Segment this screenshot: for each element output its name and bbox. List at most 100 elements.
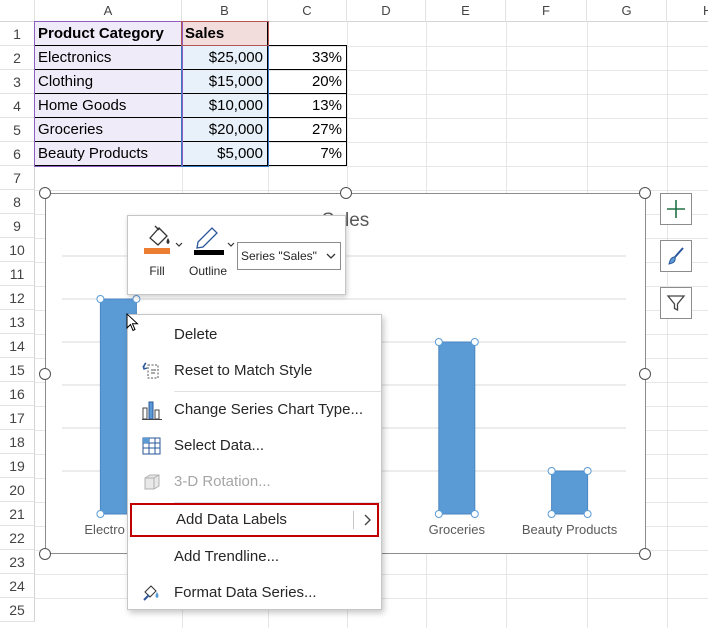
column-header-g[interactable]: G bbox=[587, 0, 667, 22]
cell-percent[interactable]: 7% bbox=[267, 141, 347, 166]
chart-type-icon bbox=[142, 401, 162, 420]
column-header-d[interactable]: D bbox=[347, 0, 426, 22]
menu-item-label: Add Trendline... bbox=[174, 548, 280, 565]
menu-item-delete[interactable]: Delete bbox=[128, 317, 381, 353]
row-header[interactable]: 5 bbox=[0, 118, 35, 142]
row-header[interactable]: 25 bbox=[0, 598, 35, 622]
submenu-divider bbox=[353, 511, 354, 529]
chart-bar-beauty-products[interactable] bbox=[551, 470, 589, 515]
gridline bbox=[35, 190, 708, 191]
cell-percent[interactable]: 27% bbox=[267, 117, 347, 142]
format-series-icon bbox=[143, 585, 159, 601]
menu-item-select-data[interactable]: Select Data... bbox=[128, 428, 381, 464]
menu-item-add-data-labels[interactable]: Add Data Labels bbox=[130, 503, 379, 537]
chart-bar-groceries[interactable] bbox=[438, 341, 476, 515]
bar-selection-handle[interactable] bbox=[96, 510, 105, 518]
cell-sales[interactable]: $25,000 bbox=[181, 45, 268, 70]
chart-elements-button[interactable] bbox=[660, 193, 692, 225]
cell-percent[interactable]: 33% bbox=[267, 45, 347, 70]
row-header[interactable]: 12 bbox=[0, 286, 35, 310]
fill-bucket-icon bbox=[144, 225, 183, 254]
cell-sales[interactable]: $15,000 bbox=[181, 69, 268, 94]
cell-percent[interactable]: 20% bbox=[267, 69, 347, 94]
bar-selection-handle[interactable] bbox=[470, 338, 479, 346]
row-header[interactable]: 19 bbox=[0, 454, 35, 478]
row-header[interactable]: 16 bbox=[0, 382, 35, 406]
gridline bbox=[35, 118, 708, 119]
row-header[interactable]: 23 bbox=[0, 550, 35, 574]
gridline bbox=[667, 22, 668, 628]
x-axis-tick-label: Beauty Products bbox=[522, 522, 618, 537]
bar-selection-handle[interactable] bbox=[583, 510, 592, 518]
menu-item-3d-rotation: 3-D Rotation... bbox=[128, 464, 381, 500]
bar-selection-handle[interactable] bbox=[434, 338, 443, 346]
bar-selection-handle[interactable] bbox=[434, 510, 443, 518]
row-header[interactable]: 6 bbox=[0, 142, 35, 166]
menu-item-label: Select Data... bbox=[174, 437, 265, 454]
resize-handle[interactable] bbox=[39, 187, 51, 199]
row-header[interactable]: 20 bbox=[0, 478, 35, 502]
row-header[interactable]: 10 bbox=[0, 238, 35, 262]
row-header[interactable]: 18 bbox=[0, 430, 35, 454]
fill-button[interactable] bbox=[142, 222, 184, 262]
bar-selection-handle[interactable] bbox=[547, 467, 556, 475]
column-header-c[interactable]: C bbox=[268, 0, 347, 22]
menu-item-add-trendline[interactable]: Add Trendline... bbox=[128, 539, 381, 575]
cell-category[interactable]: Beauty Products bbox=[34, 141, 182, 166]
row-header[interactable]: 11 bbox=[0, 262, 35, 286]
row-header[interactable]: 14 bbox=[0, 334, 35, 358]
context-menu: Delete Reset to Match Style Change Serie… bbox=[127, 314, 382, 610]
column-header-f[interactable]: F bbox=[506, 0, 587, 22]
chevron-right-icon bbox=[364, 514, 371, 526]
column-header-e[interactable]: E bbox=[426, 0, 506, 22]
resize-handle[interactable] bbox=[340, 187, 352, 199]
column-header-a[interactable]: A bbox=[35, 0, 182, 22]
select-all-corner[interactable] bbox=[0, 0, 35, 22]
row-header[interactable]: 8 bbox=[0, 190, 35, 214]
bar-selection-handle[interactable] bbox=[132, 295, 141, 303]
range-highlight-values bbox=[181, 45, 269, 167]
resize-handle[interactable] bbox=[639, 548, 651, 560]
row-header[interactable]: 22 bbox=[0, 526, 35, 550]
chart-filters-button[interactable] bbox=[660, 287, 692, 319]
resize-handle[interactable] bbox=[639, 187, 651, 199]
series-select-dropdown[interactable]: Series "Sales" bbox=[237, 242, 341, 270]
row-header[interactable]: 13 bbox=[0, 310, 35, 334]
bar-selection-handle[interactable] bbox=[96, 295, 105, 303]
menu-item-label: Reset to Match Style bbox=[174, 362, 313, 379]
chart-elements-icon bbox=[667, 200, 685, 218]
bar-selection-handle[interactable] bbox=[470, 510, 479, 518]
bar-selection-handle[interactable] bbox=[547, 510, 556, 518]
chart-filters-icon bbox=[666, 295, 686, 312]
chart-styles-icon bbox=[668, 247, 684, 265]
bar-selection-handle[interactable] bbox=[583, 467, 592, 475]
reset-style-icon bbox=[142, 362, 159, 379]
row-header[interactable]: 15 bbox=[0, 358, 35, 382]
row-header[interactable]: 21 bbox=[0, 502, 35, 526]
row-header[interactable]: 7 bbox=[0, 166, 35, 190]
menu-item-format-data-series[interactable]: Format Data Series... bbox=[128, 575, 381, 611]
series-select-value: Series "Sales" bbox=[241, 249, 317, 263]
menu-item-reset-style[interactable]: Reset to Match Style bbox=[128, 353, 381, 389]
row-header[interactable]: 4 bbox=[0, 94, 35, 118]
row-header[interactable]: 1 bbox=[0, 22, 35, 46]
menu-item-label: Change Series Chart Type... bbox=[174, 401, 363, 418]
cell-percent[interactable]: 13% bbox=[267, 93, 347, 118]
resize-handle[interactable] bbox=[39, 548, 51, 560]
x-axis-tick-label: Groceries bbox=[429, 522, 486, 537]
resize-handle[interactable] bbox=[39, 368, 51, 380]
row-header[interactable]: 24 bbox=[0, 574, 35, 598]
cell-sales[interactable]: $20,000 bbox=[181, 117, 268, 142]
cell-category[interactable]: Electronics bbox=[34, 45, 182, 70]
cell-category[interactable]: Home Goods bbox=[34, 93, 182, 118]
menu-item-change-chart-type[interactable]: Change Series Chart Type... bbox=[128, 392, 381, 428]
row-header[interactable]: 17 bbox=[0, 406, 35, 430]
column-header-b[interactable]: B bbox=[182, 0, 268, 22]
outline-button[interactable] bbox=[192, 222, 236, 262]
chart-styles-button[interactable] bbox=[660, 240, 692, 272]
column-header-h[interactable]: H bbox=[667, 0, 708, 22]
row-header[interactable]: 9 bbox=[0, 214, 35, 238]
row-header[interactable]: 2 bbox=[0, 46, 35, 70]
resize-handle[interactable] bbox=[639, 368, 651, 380]
row-header[interactable]: 3 bbox=[0, 70, 35, 94]
